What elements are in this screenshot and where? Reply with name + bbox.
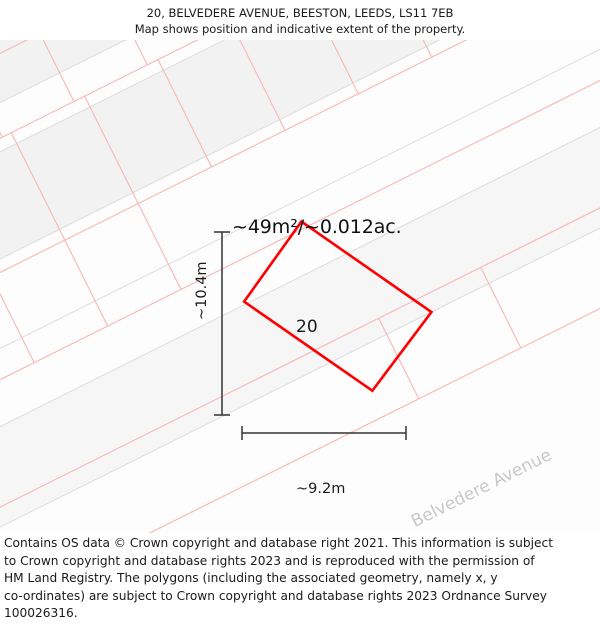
terrace-band bbox=[0, 40, 600, 466]
road-edge-line bbox=[0, 40, 600, 533]
map-header: 20, BELVEDERE AVENUE, BEESTON, LEEDS, LS… bbox=[0, 0, 600, 37]
copyright-footer: Contains OS data © Crown copyright and d… bbox=[0, 535, 600, 623]
parcel-divider bbox=[378, 318, 420, 400]
footer-line: Contains OS data © Crown copyright and d… bbox=[4, 536, 553, 550]
parcel-divider bbox=[112, 40, 148, 66]
parcel-divider bbox=[230, 40, 286, 131]
page-title: 20, BELVEDERE AVENUE, BEESTON, LEEDS, LS… bbox=[146, 6, 454, 20]
terrace-bands bbox=[0, 40, 600, 533]
parcel-line bbox=[0, 40, 600, 533]
area-label: ~49m²/~0.012ac. bbox=[232, 216, 402, 238]
parcel-divider bbox=[0, 276, 35, 363]
parcel-divider bbox=[84, 95, 139, 204]
parcel-divider bbox=[39, 40, 75, 102]
road-edge-line bbox=[0, 40, 600, 533]
height-dimension-label: ~10.4m bbox=[194, 261, 210, 320]
parcel-line bbox=[0, 40, 600, 533]
footer-line: co-ordinates) are subject to Crown copyr… bbox=[4, 588, 547, 603]
page-subtitle: Map shows position and indicative extent… bbox=[134, 22, 466, 36]
terrace-band-edge bbox=[0, 40, 600, 381]
parcel-divider bbox=[304, 40, 359, 95]
terrace-band-edge bbox=[0, 40, 600, 467]
plot-number-label: 20 bbox=[296, 317, 318, 337]
terrace-band bbox=[0, 40, 600, 533]
footer-line: to Crown copyright and database rights 2… bbox=[4, 553, 535, 568]
parcel-line bbox=[0, 97, 600, 533]
terrace-band-edge bbox=[0, 40, 600, 533]
parcel-divider bbox=[157, 59, 213, 168]
parcel-divider bbox=[480, 267, 522, 349]
parcel-line bbox=[0, 40, 600, 370]
property-polygon[interactable] bbox=[224, 188, 452, 425]
width-dimension-label: ~9.2m bbox=[296, 481, 346, 497]
parcel-line bbox=[0, 40, 600, 478]
map-canvas[interactable]: ~49m²/~0.012ac. 20 ~10.4m ~9.2m Belveder… bbox=[0, 40, 600, 533]
parcel-boundaries bbox=[0, 40, 600, 533]
footer-line: 100026316. bbox=[4, 606, 78, 621]
parcel-divider bbox=[64, 239, 109, 327]
parcel-divider bbox=[137, 203, 182, 290]
parcel-divider bbox=[10, 132, 66, 241]
footer-line: HM Land Registry. The polygons (includin… bbox=[4, 571, 498, 586]
dimension-indicators bbox=[214, 231, 407, 440]
property-polygon-group bbox=[224, 188, 452, 425]
map-vector-layer bbox=[0, 40, 600, 533]
